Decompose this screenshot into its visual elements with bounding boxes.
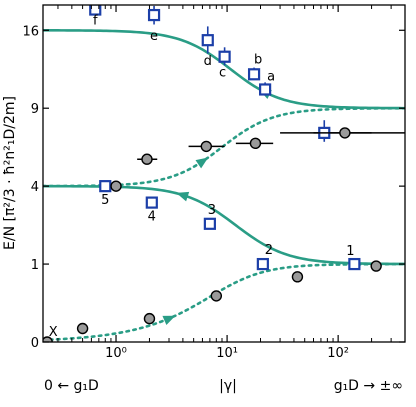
- plot-frame: [42, 4, 406, 343]
- point-label: 4: [148, 210, 156, 225]
- square-marker: [89, 5, 102, 16]
- curve-arrow: [176, 191, 190, 202]
- circle-marker: [291, 271, 304, 283]
- y-axis-label: E/N [π²/3 · ħ²n²₁D/2m]: [2, 96, 18, 250]
- point-label: a: [267, 69, 275, 84]
- circle-marker: [200, 140, 213, 153]
- y-tick-label: 16: [22, 24, 39, 39]
- point-label: 5: [101, 193, 109, 208]
- circle-marker: [141, 153, 153, 165]
- circle-marker: [143, 312, 156, 325]
- square-marker: [147, 8, 161, 22]
- circle-marker: [76, 322, 89, 335]
- square-marker: [259, 83, 272, 96]
- y-tick-label: 4: [31, 180, 39, 195]
- point-label: d: [204, 54, 212, 69]
- y-tick-label: 0: [31, 336, 39, 351]
- square-marker: [145, 196, 158, 209]
- y-tick-label: 9: [31, 102, 39, 117]
- circle-marker: [339, 127, 351, 139]
- point-label: c: [219, 66, 226, 81]
- circle-marker: [110, 180, 122, 192]
- x-tick-label: 10¹: [216, 346, 238, 361]
- curve-arrow: [162, 315, 176, 326]
- square-marker: [256, 257, 269, 271]
- square-marker: [218, 50, 231, 63]
- point-label: e: [150, 29, 158, 44]
- point-label: 3: [208, 203, 216, 218]
- point-label: X: [49, 325, 58, 340]
- square-marker: [203, 217, 216, 230]
- point-label: b: [254, 52, 262, 67]
- x-tick-label: 10²: [327, 346, 349, 361]
- square-marker: [348, 257, 361, 271]
- theory-curve-dotted: [43, 262, 405, 342]
- circle-marker: [249, 137, 262, 150]
- y-tick-label: 1: [31, 258, 39, 273]
- x-left-label: 0 ← g₁D: [44, 378, 99, 394]
- x-right-label: g₁D → ±∞: [334, 378, 403, 394]
- plot-area: [43, 5, 405, 342]
- circle-marker: [43, 336, 53, 342]
- curve-arrow: [195, 157, 209, 169]
- x-axis-label: |γ|: [219, 378, 237, 394]
- circle-marker: [370, 260, 382, 272]
- point-label: 1: [346, 244, 354, 259]
- axis-ticks: 0 1 4 9 16 10⁰ 10¹ 10²: [22, 5, 406, 361]
- circle-marker: [210, 290, 223, 302]
- square-marker: [99, 180, 112, 193]
- square-marker: [247, 68, 261, 81]
- theory-curve-dotted: [43, 106, 405, 188]
- point-label: f: [93, 14, 98, 29]
- square-marker: [201, 34, 214, 47]
- point-labels: f e dc ba 5 4 3 2 1 X: [49, 14, 355, 340]
- point-label: 2: [265, 243, 273, 258]
- x-tick-label: 10⁰: [105, 346, 127, 361]
